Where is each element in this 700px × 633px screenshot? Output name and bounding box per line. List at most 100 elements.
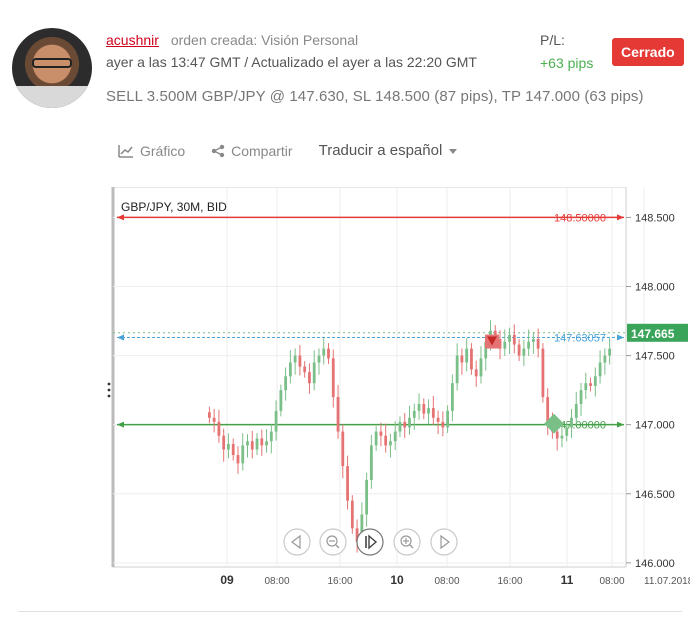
sl-level-label: 148.50000 [554, 212, 606, 224]
candle-body [317, 355, 321, 363]
candle [222, 428, 226, 462]
status-badge[interactable]: Cerrado [612, 38, 684, 66]
arrow-down-icon [487, 336, 497, 346]
price-chart[interactable]: 148.50000 147.63057 147.00000 147.665 148.5… [107, 186, 694, 590]
share-button[interactable]: Compartir [211, 142, 293, 159]
candle [427, 399, 430, 425]
candle [479, 346, 483, 384]
candle [531, 331, 535, 354]
candle [470, 343, 473, 375]
candle [398, 416, 402, 438]
candle [374, 426, 378, 451]
x-tick-label: 08:00 [264, 576, 289, 587]
candle-body [450, 383, 454, 411]
share-button-label: Compartir [231, 142, 293, 159]
y-tick-label: 147.500 [635, 351, 675, 363]
candle-body [555, 431, 559, 439]
candle-body [236, 455, 240, 464]
zoom-in-button[interactable] [393, 528, 421, 556]
y-tick-label: 146.000 [635, 558, 675, 570]
zoom-out-icon [326, 535, 340, 549]
candle [384, 423, 388, 453]
chart-symbol-label: GBP/JPY, 30M, BID [121, 200, 227, 214]
candle [250, 430, 254, 459]
user-line: acushnir orden creada: Visión Personal [106, 32, 700, 48]
candle [431, 395, 435, 425]
candle-body [350, 500, 354, 529]
scroll-right-button[interactable] [430, 528, 458, 556]
lens-shape [400, 535, 412, 547]
candle-body [579, 390, 583, 404]
candle [246, 434, 249, 458]
candle-body [403, 421, 407, 428]
candle [541, 343, 545, 403]
candle [322, 338, 326, 365]
candle-body [574, 403, 578, 418]
candle [336, 384, 340, 439]
candle [522, 339, 526, 367]
x-tick-label: 16:00 [497, 576, 522, 587]
zoom-out-button[interactable] [319, 528, 347, 556]
avatar[interactable] [12, 28, 92, 108]
candle-body [474, 369, 478, 377]
candle-body [293, 355, 297, 363]
candle [441, 411, 445, 437]
post-header: acushnir orden creada: Visión Personal a… [106, 32, 700, 70]
entry-level-label: 147.63057 [554, 333, 606, 345]
candle-body [412, 410, 416, 418]
candle-body [322, 348, 326, 356]
chart-nav-controls [283, 528, 458, 556]
action-text: orden creada: Visión Personal [170, 32, 359, 48]
sl-level[interactable]: 148.50000 [117, 212, 624, 224]
entry-level[interactable]: 147.63057 [117, 333, 624, 345]
y-tick-label: 146.500 [635, 489, 675, 501]
arrow-right-icon [617, 334, 624, 341]
x-tick-label: 08:00 [434, 576, 459, 587]
candle-body [446, 410, 450, 428]
scroll-left-button[interactable] [283, 528, 311, 556]
candle [455, 343, 459, 391]
candle [331, 349, 335, 408]
username-link[interactable]: acushnir [106, 32, 159, 48]
candle [460, 348, 464, 375]
candle [274, 400, 278, 441]
candle-body [570, 417, 573, 428]
candle-body [608, 348, 612, 356]
candle [365, 472, 369, 527]
candle [517, 339, 521, 362]
candle [603, 348, 607, 375]
candle-body [593, 376, 597, 386]
caret-down-icon [449, 148, 458, 154]
pl-label: P/L: [540, 32, 565, 48]
candle-body [341, 431, 345, 467]
x-tick-label: 11 [561, 573, 574, 587]
candle-body [536, 339, 540, 349]
candle [417, 393, 421, 420]
current-price-tag [627, 323, 688, 342]
candle-body [441, 421, 445, 428]
reset-arrow [368, 534, 378, 550]
zoom-in-icon [400, 535, 414, 549]
candle-body [560, 435, 564, 439]
reset-view-button[interactable] [356, 528, 384, 556]
x-tick-label: 11.07.2018 [644, 576, 690, 587]
candle-body [355, 528, 359, 543]
candle-body [589, 383, 592, 386]
chart-button[interactable]: Gráfico [118, 143, 185, 159]
translate-dropdown[interactable]: Traducir a español [319, 142, 465, 159]
candle-body [546, 397, 550, 425]
scroll-right-icon [440, 534, 450, 550]
candle-body [527, 341, 531, 349]
candle [346, 455, 349, 510]
drag-handle[interactable] [107, 382, 111, 398]
candle-body [522, 348, 526, 356]
candle-body [246, 441, 249, 446]
candle [579, 382, 583, 417]
plot-frame [112, 186, 627, 568]
share-icon [211, 144, 225, 157]
candle [608, 338, 612, 365]
candle [474, 360, 478, 387]
candle-body [384, 435, 388, 446]
candle-body [541, 348, 545, 398]
